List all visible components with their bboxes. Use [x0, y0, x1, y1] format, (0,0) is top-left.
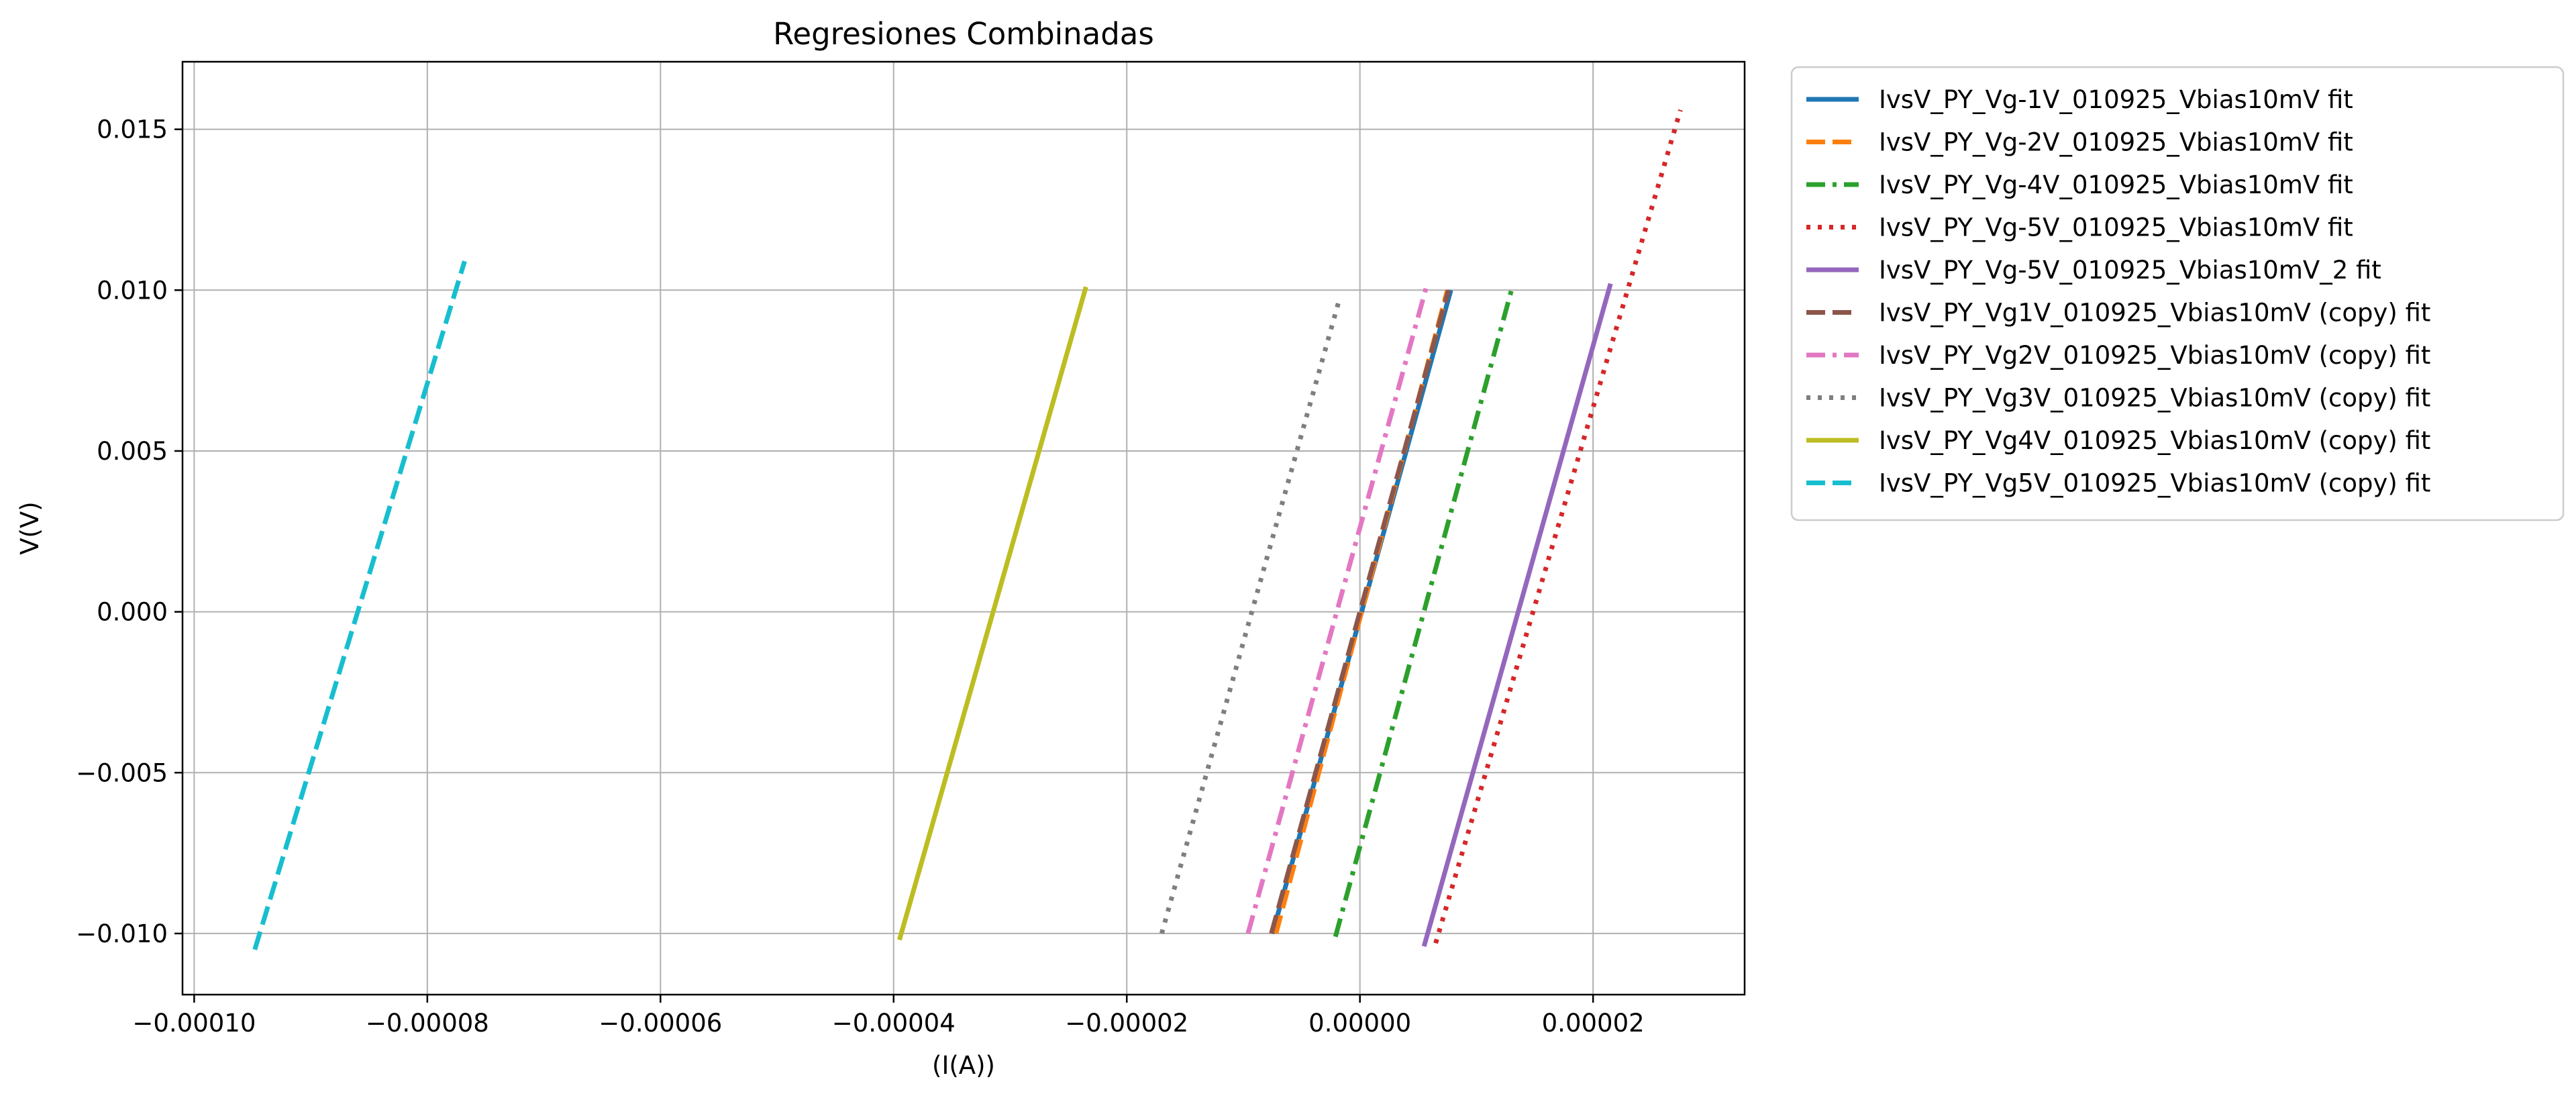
series-line-7 [1159, 295, 1343, 934]
legend-box [1790, 66, 2565, 521]
legend-entry-label-7: IvsV_PY_Vg3V_010925_Vbias10mV (copy) fit [1879, 384, 2430, 413]
y-axis-label: V(V) [15, 501, 44, 555]
legend-entry-label-8: IvsV_PY_Vg4V_010925_Vbias10mV (copy) fit [1879, 426, 2430, 455]
series-line-3 [1433, 109, 1683, 944]
y-tick-label-3: 0.005 [97, 437, 168, 466]
series-line-9 [252, 260, 467, 950]
series-line-8 [897, 286, 1088, 941]
series-line-6 [1245, 286, 1429, 934]
x-tick-label-0: −0.00010 [132, 1009, 256, 1038]
y-tick-label-5: 0.015 [97, 115, 168, 144]
axis-ticks: −0.00010 −0.00008 −0.00006 −0.00004 −0.00002… [76, 115, 1645, 1038]
y-tick-label-0: −0.010 [76, 919, 168, 948]
series-lines [252, 109, 1683, 950]
plot-frame [181, 60, 1746, 996]
legend-entry-label-3: IvsV_PY_Vg-5V_010925_Vbias10mV fit [1879, 213, 2353, 242]
legend-entry-label-1: IvsV_PY_Vg-2V_010925_Vbias10mV fit [1879, 128, 2353, 157]
series-line-5 [1269, 289, 1451, 934]
y-tick-label-2: 0.000 [97, 598, 168, 627]
x-tick-label-1: −0.00008 [366, 1009, 489, 1038]
chart-title: Regresiones Combinadas [773, 16, 1154, 52]
x-tick-label-5: 0.00000 [1308, 1009, 1411, 1038]
x-tick-label-6: 0.00002 [1542, 1009, 1645, 1038]
legend-entry-label-9: IvsV_PY_Vg5V_010925_Vbias10mV (copy) fit [1879, 469, 2430, 498]
legend-entry-label-2: IvsV_PY_Vg-4V_010925_Vbias10mV fit [1879, 170, 2353, 199]
plot-area-border [181, 60, 1746, 996]
series-line-4 [1421, 283, 1613, 948]
grid [183, 62, 1745, 995]
y-tick-label-4: 0.010 [97, 276, 168, 305]
legend-entry-label-0: IvsV_PY_Vg-1V_010925_Vbias10mV fit [1879, 85, 2353, 114]
x-tick-label-4: −0.00002 [1065, 1009, 1188, 1038]
legend-entry-label-6: IvsV_PY_Vg2V_010925_Vbias10mV (copy) fit [1879, 341, 2430, 370]
x-axis-label: (I(A)) [932, 1051, 995, 1080]
x-tick-label-2: −0.00006 [599, 1009, 722, 1038]
legend: IvsV_PY_Vg-1V_010925_Vbias10mV fit IvsV_P… [1790, 66, 2565, 521]
y-tick-label-1: −0.005 [76, 758, 168, 787]
legend-entry-label-5: IvsV_PY_Vg1V_010925_Vbias10mV (copy) fit [1879, 299, 2430, 328]
x-tick-label-3: −0.00004 [832, 1009, 956, 1038]
legend-entry-label-4: IvsV_PY_Vg-5V_010925_Vbias10mV_2 fit [1879, 256, 2381, 285]
